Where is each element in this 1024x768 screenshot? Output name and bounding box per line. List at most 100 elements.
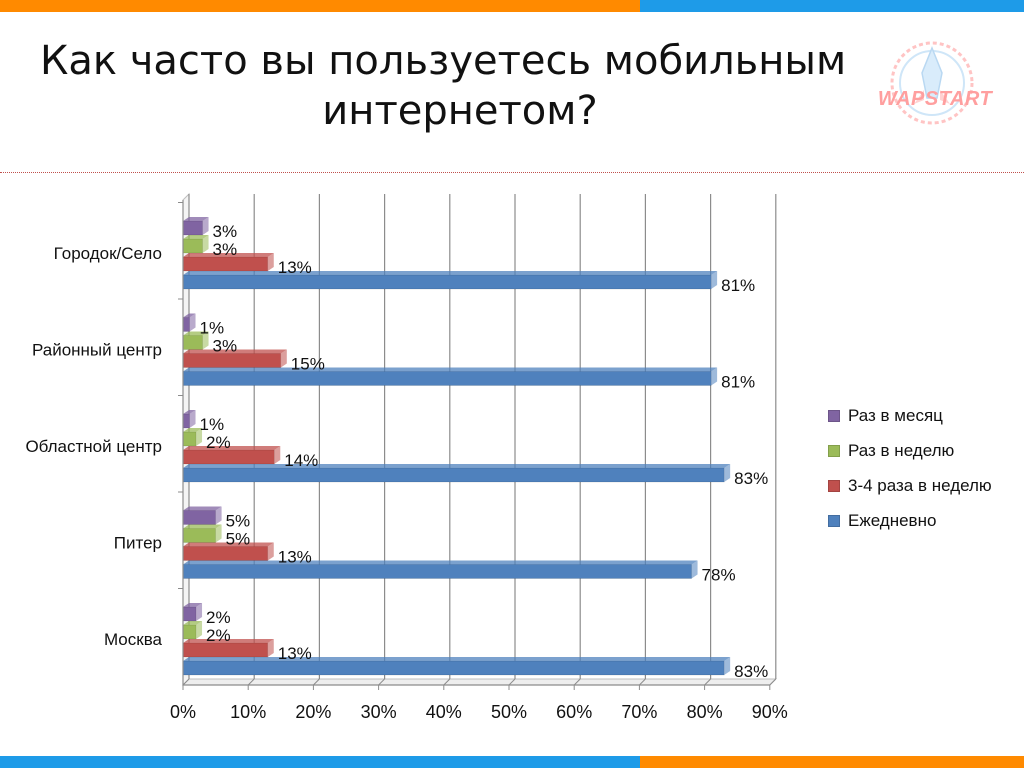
bar-top-face <box>183 639 274 643</box>
bar-end-face <box>724 464 731 482</box>
gridline-x-foot <box>573 678 581 686</box>
bar-data-label: 81% <box>721 373 755 392</box>
bar <box>182 624 197 640</box>
bar-top-face <box>183 235 209 239</box>
bar-data-label: 83% <box>734 662 768 681</box>
gridline-x-foot <box>378 678 385 686</box>
y-category-label: Областной центр <box>25 437 162 456</box>
bar-end-face <box>189 313 196 332</box>
y-category-label: Москва <box>104 630 163 649</box>
bar-data-label: 13% <box>278 258 312 277</box>
legend-swatch <box>828 479 840 492</box>
bar-data-label: 2% <box>206 626 231 645</box>
y-category-label: Питер <box>114 533 162 552</box>
bar-data-label: 5% <box>226 530 251 549</box>
bar <box>182 546 269 561</box>
legend-label: 3-4 раза в неделю <box>848 475 992 495</box>
x-tick-label: 10% <box>230 702 266 722</box>
legend-item: Раз в месяц <box>828 398 992 433</box>
wapstart-logo <box>890 41 974 125</box>
bar <box>182 335 203 350</box>
legend-item: Раз в неделю <box>828 433 992 468</box>
bar <box>182 660 725 676</box>
bar <box>182 564 692 579</box>
page-title-line-1: Как часто вы пользуетесь мобильным <box>40 38 847 84</box>
bar-top-face <box>183 560 698 565</box>
y-category-label: Городок/Село <box>54 244 162 263</box>
bar <box>182 238 203 254</box>
bar <box>182 317 190 332</box>
bar-chart: 0% 10% 20% 30% 40% 50% 60% 70% 80% 90% Москва 83% 13… <box>25 192 788 722</box>
bar-end-face <box>215 524 222 543</box>
x-tick-label: 0% <box>170 702 196 722</box>
bar-end-face <box>724 657 731 675</box>
bar <box>182 353 282 368</box>
bar-end-face <box>691 560 698 579</box>
x-tick-label: 20% <box>295 702 331 722</box>
bar-top-face <box>183 367 718 372</box>
bar-top-face <box>183 506 222 511</box>
bar-end-face <box>711 271 718 289</box>
gridline-x-foot <box>443 678 451 686</box>
bar-top-face <box>183 657 731 661</box>
bar-end-face <box>189 410 196 428</box>
bar-top-face <box>183 349 287 354</box>
bar-top-face <box>183 410 196 414</box>
bar-end-face <box>196 603 203 621</box>
bar <box>182 220 203 236</box>
bar-top-face <box>183 446 281 450</box>
gridline-x-foot <box>704 678 711 686</box>
bar-data-label: 2% <box>206 433 231 452</box>
bar <box>182 256 269 272</box>
bar-data-label: 81% <box>721 276 755 295</box>
gridline-x-foot <box>313 678 320 686</box>
gridline-x-foot <box>182 678 190 686</box>
legend-swatch <box>828 514 840 527</box>
bar-data-label: 13% <box>278 548 312 567</box>
bottom-blue-band <box>0 756 640 768</box>
x-tick-label: 40% <box>426 702 462 722</box>
chart-legend: Раз в месяц Раз в неделю 3-4 раза в неделю… <box>828 398 992 538</box>
y-category-label: Районный центр <box>32 340 162 359</box>
bar-top-face <box>183 217 209 221</box>
bar-end-face <box>202 331 209 350</box>
bar-top-face <box>183 542 274 547</box>
x-tick-label: 30% <box>361 702 397 722</box>
legend-label: Раз в неделю <box>848 440 955 460</box>
gridline-x-foot <box>639 678 646 686</box>
bar-top-face <box>183 603 203 607</box>
gridline-x-foot <box>769 678 777 686</box>
bar-top-face <box>183 524 222 529</box>
bar-top-face <box>183 428 203 432</box>
bar <box>182 431 197 447</box>
bar <box>182 642 269 658</box>
legend-swatch <box>828 444 840 457</box>
bar <box>182 371 712 386</box>
bar-data-label: 15% <box>291 355 325 374</box>
top-orange-band <box>0 0 640 12</box>
bar-data-label: 78% <box>702 566 736 585</box>
bar <box>182 467 725 483</box>
bar-data-label: 14% <box>284 451 318 470</box>
bar-top-face <box>183 271 718 275</box>
bar-data-label: 3% <box>213 337 238 356</box>
x-tick-label: 50% <box>491 702 527 722</box>
x-tick-label: 70% <box>621 702 657 722</box>
bar-end-face <box>196 428 203 446</box>
legend-label: Ежедневно <box>848 510 937 530</box>
x-tick-label: 60% <box>556 702 592 722</box>
bar-end-face <box>267 542 274 561</box>
page-title: Как часто вы пользуетесь мобильным интер… <box>30 36 890 136</box>
bar-data-label: 3% <box>213 240 238 259</box>
bar-end-face <box>280 349 287 368</box>
bar-top-face <box>183 464 731 468</box>
bar-data-label: 83% <box>734 469 768 488</box>
bar-data-label: 1% <box>200 319 225 338</box>
bar-end-face <box>215 506 222 525</box>
bar-end-face <box>202 217 209 235</box>
bar <box>182 606 197 622</box>
bar-end-face <box>711 367 718 386</box>
bar <box>182 413 190 429</box>
chart-floor <box>181 678 778 686</box>
bar-top-face <box>183 253 274 257</box>
